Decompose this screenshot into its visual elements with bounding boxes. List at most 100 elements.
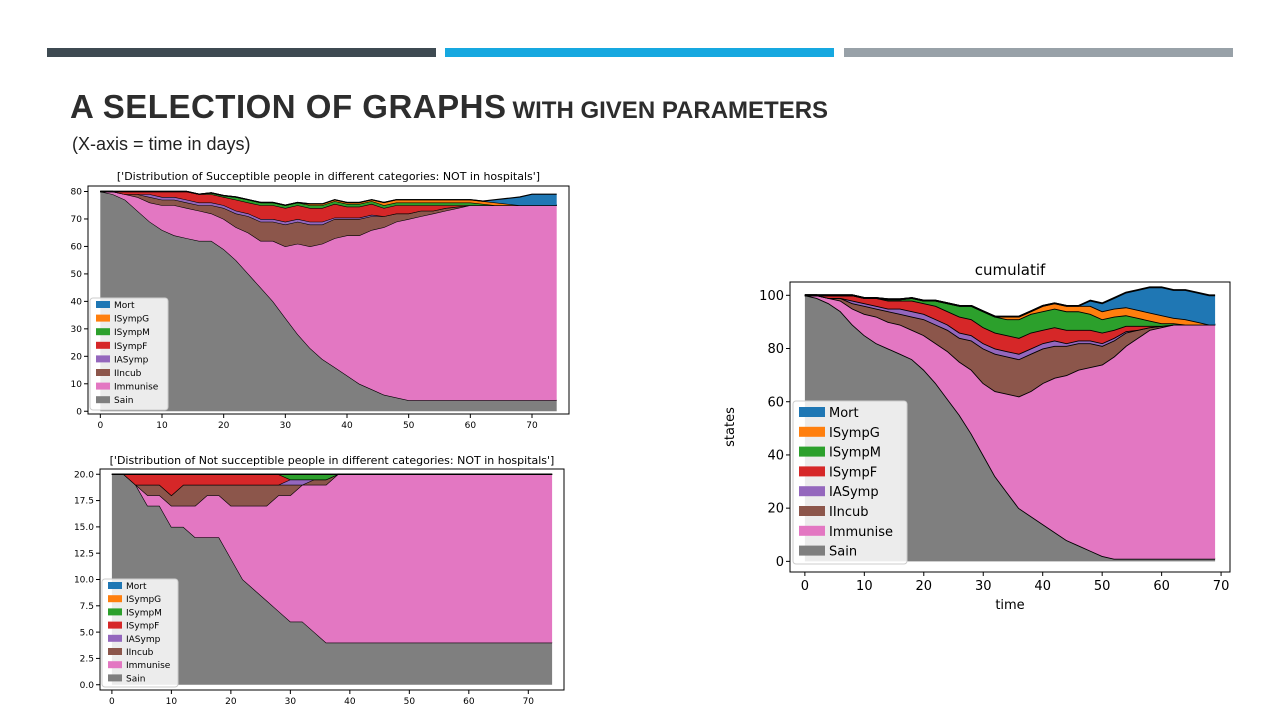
slide-title: A SELECTION OF GRAPHS WITH GIVEN PARAMETE… (70, 88, 828, 126)
y-tick-label: 15.0 (74, 523, 94, 533)
legend-swatch-isympg (108, 595, 122, 603)
legend-label-mort: Mort (829, 406, 859, 421)
x-tick-label: 0 (97, 421, 103, 431)
y-tick-label: 70 (71, 215, 83, 225)
accent-bar-blue (445, 48, 834, 57)
area-mort (100, 191, 557, 206)
x-tick-label: 30 (975, 579, 992, 594)
legend-swatch-isympf (108, 621, 122, 629)
slide-title-sub: WITH GIVEN PARAMETERS (512, 97, 829, 124)
area-iincub (804, 295, 1216, 397)
x-tick-label: 70 (526, 421, 538, 431)
area-isympf (804, 295, 1216, 354)
y-tick-label: 80 (767, 342, 784, 357)
y-tick-label: 40 (767, 448, 784, 463)
legend-swatch-immunise (96, 382, 110, 390)
y-tick-label: 20 (767, 502, 784, 517)
y-tick-label: 30 (71, 325, 83, 335)
y-tick-label: 50 (71, 270, 83, 280)
x-tick-label: 20 (218, 421, 230, 431)
legend-label-isympf: ISympF (126, 622, 159, 632)
legend-label-mort: Mort (126, 582, 147, 592)
y-tick-label: 20.0 (74, 470, 94, 480)
x-tick-label: 50 (403, 421, 415, 431)
accent-bar-dark (47, 48, 436, 57)
legend-label-isympg: ISympG (126, 595, 161, 605)
legend-swatch-isympm (108, 608, 122, 616)
y-tick-label: 0 (776, 555, 784, 570)
y-tick-label: 0 (76, 407, 82, 417)
y-tick-label: 7.5 (80, 602, 94, 612)
legend-swatch-sain (108, 674, 122, 682)
x-tick-label: 10 (856, 579, 873, 594)
area-isympg (804, 295, 1216, 325)
y-tick-label: 2.5 (80, 655, 94, 665)
legend-swatch-mort (96, 301, 110, 308)
legend-swatch-immunise (108, 661, 122, 669)
plot-frame (789, 281, 1231, 573)
legend-swatch-sain (96, 396, 110, 404)
chart-title: ['Distribution of Succeptible people in … (117, 170, 540, 183)
area-immunise (111, 474, 553, 643)
area-isympm (804, 295, 1216, 338)
legend-swatch-mort (108, 582, 122, 589)
area-iasymp (804, 295, 1216, 360)
area-isympg (100, 191, 557, 206)
legend-swatch-iasymp (96, 355, 110, 363)
area-isympm (100, 191, 557, 208)
x-tick-label: 60 (463, 697, 475, 707)
x-tick-label: 20 (916, 579, 933, 594)
x-tick-label: 10 (156, 421, 168, 431)
legend-swatch-isympf (96, 341, 110, 349)
legend-label-isympg: ISympG (114, 315, 149, 325)
legend-label-iincub: IIncub (829, 505, 869, 520)
x-tick-label: 40 (341, 421, 353, 431)
legend-label-iasymp: IASymp (126, 635, 161, 645)
legend-label-iasymp: IASymp (114, 355, 149, 365)
slide-subtitle: (X-axis = time in days) (72, 134, 251, 154)
chart-title: cumulatif (975, 261, 1046, 279)
area-sain (111, 474, 553, 685)
legend-label-sain: Sain (829, 545, 857, 560)
x-tick-label: 50 (404, 697, 416, 707)
legend-swatch-iasymp (108, 634, 122, 642)
legend-label-immunise: Immunise (126, 661, 171, 671)
y-tick-label: 80 (71, 188, 83, 198)
area-isympf (111, 474, 553, 496)
legend-label-isympf: ISympF (114, 342, 147, 352)
area-immunise (804, 295, 1216, 559)
plot-frame (87, 185, 570, 415)
x-tick-label: 60 (1153, 579, 1170, 594)
x-tick-label: 0 (109, 697, 115, 707)
legend-label-isympm: ISympM (114, 328, 150, 338)
y-tick-label: 0.0 (80, 681, 95, 691)
legend-swatch-isympg (799, 426, 825, 437)
x-tick-label: 30 (285, 697, 297, 707)
legend (792, 400, 908, 565)
y-tick-label: 40 (71, 298, 83, 308)
legend-label-iincub: IIncub (126, 648, 154, 658)
legend-label-mort: Mort (114, 301, 135, 311)
area-isympm (111, 474, 553, 480)
legend-label-immunise: Immunise (114, 383, 159, 393)
y-tick-label: 60 (767, 395, 784, 410)
x-tick-label: 10 (166, 697, 178, 707)
legend-label-isympm: ISympM (829, 446, 881, 461)
y-tick-label: 60 (71, 243, 83, 253)
x-tick-label: 40 (344, 697, 356, 707)
area-iincub (100, 191, 557, 247)
legend-label-sain: Sain (114, 396, 133, 406)
y-tick-label: 10 (71, 380, 83, 390)
y-tick-label: 12.5 (74, 549, 94, 559)
x-tick-label: 60 (465, 421, 477, 431)
area-iincub (111, 474, 553, 506)
area-mort (804, 287, 1216, 325)
x-tick-label: 70 (1213, 579, 1230, 594)
legend-label-isympm: ISympM (126, 608, 162, 618)
area-immunise (100, 191, 557, 401)
accent-bar-gray (844, 48, 1233, 57)
legend-swatch-isympg (96, 314, 110, 322)
